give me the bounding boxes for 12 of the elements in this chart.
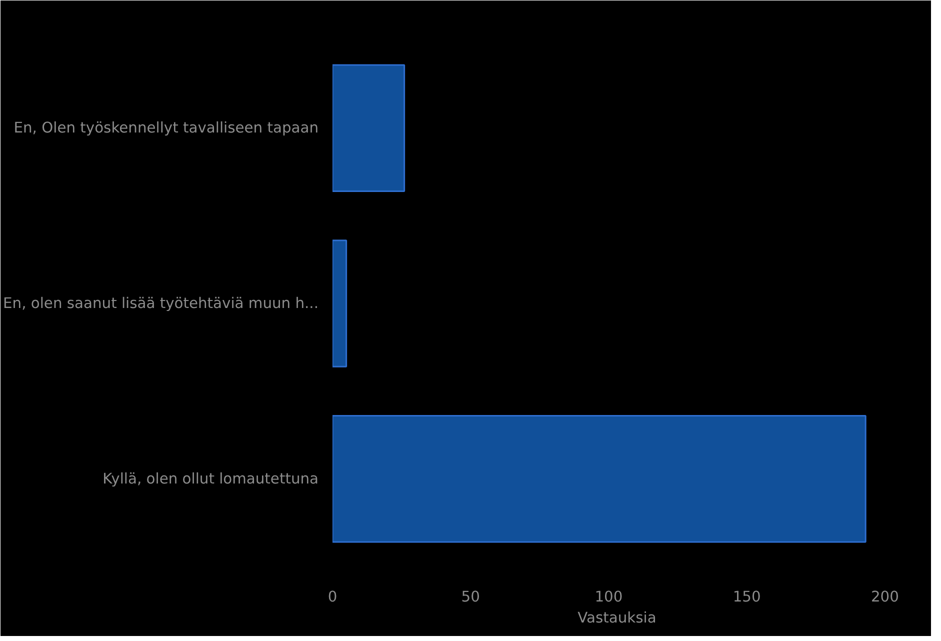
x-tick-label: 150 [732, 588, 761, 606]
bar [332, 64, 406, 192]
bar [332, 414, 866, 543]
y-tick-label: En, olen saanut lisää työtehtäviä muun h... [3, 295, 319, 312]
x-tick-label: 0 [328, 588, 338, 606]
y-tick-label: En, Olen työskennellyt tavalliseen tapaan [14, 120, 319, 137]
x-tick-label: 200 [870, 588, 899, 606]
y-tick-label: Kyllä, olen ollut lomautettuna [102, 470, 319, 488]
x-axis-title: Vastauksia [578, 610, 656, 626]
x-tick-label: 50 [461, 588, 480, 606]
x-tick-label: 100 [594, 588, 623, 606]
bar [332, 240, 348, 368]
